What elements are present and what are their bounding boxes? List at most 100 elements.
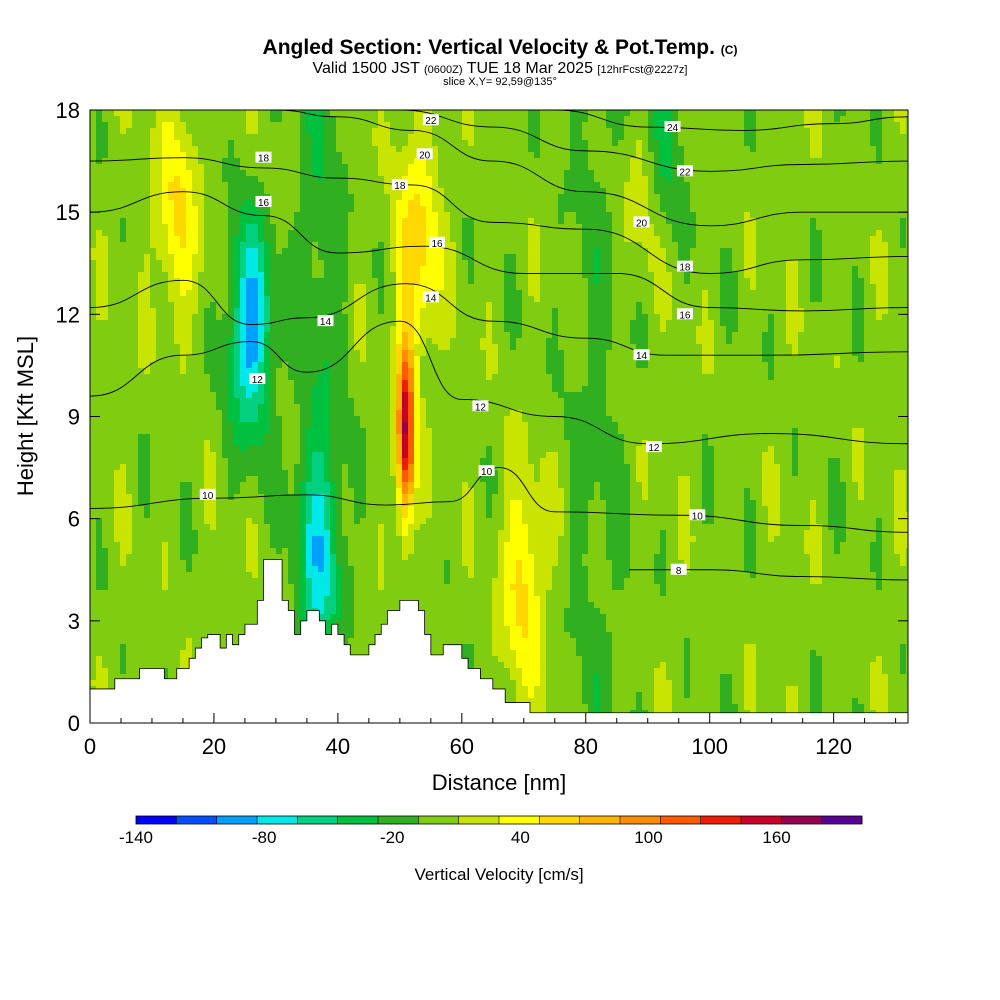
velocity-cell	[234, 398, 241, 405]
velocity-cell	[108, 518, 115, 525]
velocity-cell	[90, 386, 97, 393]
velocity-cell	[216, 542, 223, 549]
velocity-cell	[330, 134, 337, 141]
velocity-cell	[120, 632, 127, 639]
velocity-cell	[162, 536, 169, 543]
velocity-cell	[324, 542, 331, 549]
velocity-cell	[282, 320, 289, 327]
velocity-cell	[300, 134, 307, 141]
velocity-cell	[360, 122, 367, 129]
velocity-cell	[120, 224, 127, 231]
velocity-cell	[156, 620, 163, 627]
velocity-cell	[222, 140, 229, 147]
velocity-cell	[138, 272, 145, 279]
velocity-cell	[222, 524, 229, 531]
velocity-cell	[150, 266, 157, 273]
velocity-cell	[294, 116, 301, 123]
velocity-cell	[222, 398, 229, 405]
velocity-cell	[138, 380, 145, 387]
velocity-cell	[228, 338, 235, 345]
velocity-cell	[240, 452, 247, 459]
velocity-cell	[222, 404, 229, 411]
velocity-cell	[126, 122, 133, 129]
velocity-cell	[90, 404, 97, 411]
velocity-cell	[120, 626, 127, 633]
velocity-cell	[294, 344, 301, 351]
velocity-cell	[342, 230, 349, 237]
velocity-cell	[252, 530, 259, 537]
velocity-cell	[258, 458, 265, 465]
velocity-cell	[204, 170, 211, 177]
velocity-cell	[348, 548, 355, 555]
velocity-cell	[318, 302, 325, 309]
velocity-cell	[168, 434, 175, 441]
velocity-cell	[126, 176, 133, 183]
velocity-cell	[240, 380, 247, 387]
velocity-cell	[288, 200, 295, 207]
velocity-cell	[360, 548, 367, 555]
velocity-cell	[204, 338, 211, 345]
velocity-cell	[114, 572, 121, 579]
velocity-cell	[162, 362, 169, 369]
velocity-cell	[180, 596, 187, 603]
velocity-cell	[132, 146, 139, 153]
velocity-cell	[372, 314, 379, 321]
velocity-cell	[174, 536, 181, 543]
velocity-cell	[210, 212, 217, 219]
velocity-cell	[174, 392, 181, 399]
velocity-cell	[288, 146, 295, 153]
velocity-cell	[126, 464, 133, 471]
velocity-cell	[306, 410, 313, 417]
velocity-cell	[252, 176, 259, 183]
velocity-cell	[186, 254, 193, 261]
velocity-cell	[120, 530, 127, 537]
velocity-cell	[108, 266, 115, 273]
velocity-cell	[174, 332, 181, 339]
velocity-cell	[180, 386, 187, 393]
velocity-cell	[312, 218, 319, 225]
velocity-cell	[126, 428, 133, 435]
velocity-cell	[96, 290, 103, 297]
velocity-cell	[348, 134, 355, 141]
velocity-cell	[270, 446, 277, 453]
velocity-cell	[132, 578, 139, 585]
velocity-cell	[264, 212, 271, 219]
velocity-cell	[264, 188, 271, 195]
velocity-cell	[324, 434, 331, 441]
velocity-cell	[258, 554, 265, 561]
velocity-cell	[312, 488, 319, 495]
velocity-cell	[156, 122, 163, 129]
velocity-cell	[270, 134, 277, 141]
velocity-cell	[108, 146, 115, 153]
velocity-cell	[306, 272, 313, 279]
velocity-cell	[96, 218, 103, 225]
velocity-cell	[168, 260, 175, 267]
velocity-cell	[126, 404, 133, 411]
velocity-cell	[102, 266, 109, 273]
velocity-cell	[348, 644, 355, 651]
velocity-cell	[312, 374, 319, 381]
velocity-cell	[156, 548, 163, 555]
velocity-cell	[312, 500, 319, 507]
velocity-cell	[102, 530, 109, 537]
velocity-cell	[162, 398, 169, 405]
velocity-cell	[306, 200, 313, 207]
velocity-cell	[300, 152, 307, 159]
velocity-cell	[360, 248, 367, 255]
velocity-cell	[114, 392, 121, 399]
velocity-cell	[162, 212, 169, 219]
velocity-cell	[354, 608, 361, 615]
velocity-cell	[216, 182, 223, 189]
velocity-cell	[162, 434, 169, 441]
velocity-cell	[330, 368, 337, 375]
velocity-cell	[186, 110, 193, 117]
velocity-cell	[138, 554, 145, 561]
velocity-cell	[294, 224, 301, 231]
velocity-cell	[210, 134, 217, 141]
velocity-cell	[342, 314, 349, 321]
velocity-cell	[162, 500, 169, 507]
velocity-cell	[138, 416, 145, 423]
velocity-cell	[192, 194, 199, 201]
velocity-cell	[336, 254, 343, 261]
velocity-cell	[366, 482, 373, 489]
